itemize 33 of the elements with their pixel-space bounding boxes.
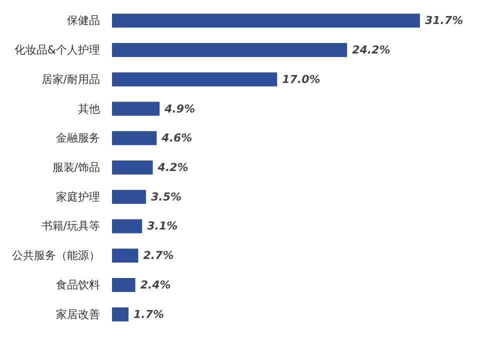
bar	[112, 307, 129, 322]
y-tick-label: 公共服务（能源）	[12, 249, 100, 262]
data-label: 31.7%	[424, 14, 464, 28]
bar	[112, 248, 138, 263]
y-tick-label: 金融服务	[56, 132, 100, 145]
bar	[112, 14, 420, 28]
bar	[112, 72, 278, 86]
data-label: 3.1%	[147, 220, 178, 233]
data-label: 2.4%	[140, 278, 171, 292]
bar	[112, 43, 348, 58]
data-label: 2.7%	[143, 249, 174, 262]
bar	[112, 160, 153, 174]
bar	[112, 219, 142, 234]
y-tick-label: 化妆品&个人护理	[14, 44, 100, 57]
y-tick-label: 书籍/玩具等	[41, 220, 100, 233]
data-label: 3.5%	[151, 190, 182, 204]
data-label: 1.7%	[134, 308, 164, 321]
data-label: 4.2%	[156, 161, 188, 174]
data-label: 4.6%	[160, 132, 192, 145]
y-tick-label: 家庭护理	[56, 190, 100, 204]
y-tick-label: 家居改善	[56, 308, 100, 321]
y-tick-label: 保健品	[67, 14, 100, 28]
y-tick-label: 其他	[78, 102, 100, 116]
y-tick-label: 食品饮料	[56, 278, 100, 292]
bar	[112, 131, 157, 146]
data-label: 4.9%	[164, 102, 196, 116]
bar	[112, 102, 160, 116]
data-label: 24.2%	[352, 44, 390, 57]
data-label: 17.0%	[282, 72, 320, 86]
bar	[112, 190, 146, 204]
bar	[112, 278, 136, 292]
y-tick-label: 居家/耐用品	[41, 72, 100, 86]
y-tick-label: 服装/饰品	[52, 161, 100, 174]
